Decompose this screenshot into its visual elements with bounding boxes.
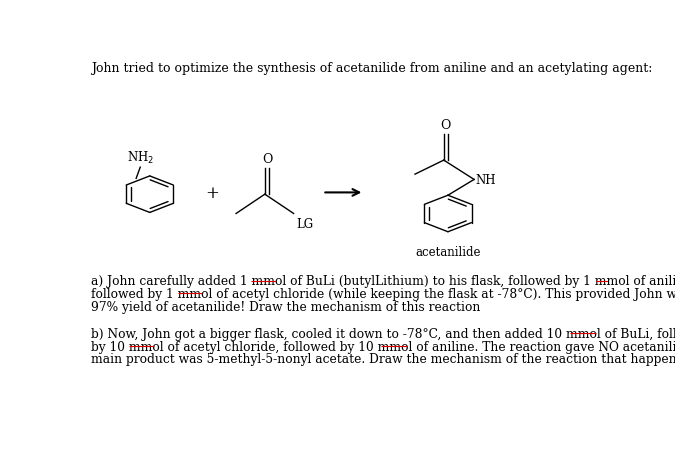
Text: 97% yield of acetanilide! Draw the mechanism of this reaction: 97% yield of acetanilide! Draw the mecha… [90, 300, 480, 313]
Text: +: + [206, 185, 219, 202]
Text: LG: LG [296, 217, 313, 231]
Text: O: O [262, 153, 272, 166]
Text: followed by 1 mmol of acetyl chloride (while keeping the flask at -78°C). This p: followed by 1 mmol of acetyl chloride (w… [90, 287, 675, 300]
Text: John tried to optimize the synthesis of acetanilide from aniline and an acetylat: John tried to optimize the synthesis of … [90, 62, 652, 75]
Text: a) John carefully added 1 mmol of BuLi (butylLithium) to his flask, followed by : a) John carefully added 1 mmol of BuLi (… [90, 275, 675, 288]
Text: by 10 mmol of acetyl chloride, followed by 10 mmol of aniline. The reaction gave: by 10 mmol of acetyl chloride, followed … [90, 340, 675, 353]
Text: acetanilide: acetanilide [415, 246, 481, 258]
Text: NH: NH [476, 173, 496, 187]
Text: b) Now, John got a bigger flask, cooled it down to -78°C, and then added 10 mmol: b) Now, John got a bigger flask, cooled … [90, 327, 675, 340]
Text: O: O [441, 119, 451, 131]
Text: main product was 5-methyl-5-nonyl acetate. Draw the mechanism of the reaction th: main product was 5-methyl-5-nonyl acetat… [90, 352, 675, 365]
Text: NH$_2$: NH$_2$ [127, 150, 154, 166]
